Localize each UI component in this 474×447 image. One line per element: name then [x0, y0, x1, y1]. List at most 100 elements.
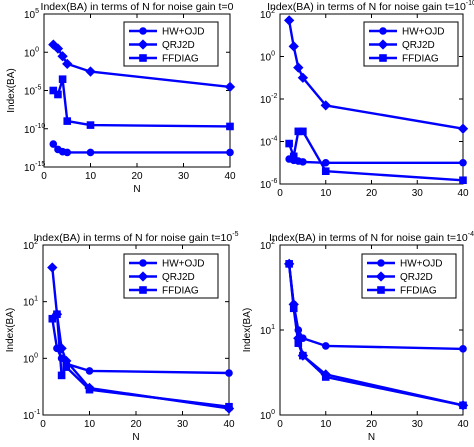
y-axis-label: Index(BA) — [242, 308, 253, 352]
legend-marker — [139, 259, 147, 267]
legend-marker — [137, 39, 149, 50]
legend-marker — [377, 39, 389, 50]
legend-label: QRJ2D — [400, 272, 433, 283]
series-ffdiag — [285, 127, 467, 185]
data-point — [53, 310, 61, 319]
data-point — [54, 90, 62, 99]
data-point — [321, 373, 330, 381]
x-tick-label: 40 — [224, 171, 236, 182]
data-point — [459, 345, 467, 353]
data-point — [321, 158, 330, 167]
data-point — [321, 167, 330, 176]
legend-marker — [139, 286, 147, 294]
y-tick-label: 100 — [23, 352, 38, 365]
y-tick-label: 10-6 — [260, 178, 277, 191]
legend: HW+OJD QRJ2D FFDIAG — [361, 253, 457, 299]
series-hw-ojd — [285, 155, 467, 167]
y-tick-label: 10-1 — [23, 409, 40, 422]
legend-marker — [139, 54, 147, 62]
legend-marker — [379, 27, 387, 35]
x-axis-label: N — [368, 432, 375, 443]
x-tick-label: 20 — [366, 188, 378, 199]
x-tick-label: 30 — [412, 419, 424, 430]
y-axis-label: Index(BA) — [5, 308, 16, 352]
y-tick-label: 100 — [260, 51, 275, 64]
data-point — [320, 100, 331, 111]
data-point — [52, 43, 64, 54]
legend-marker — [379, 54, 387, 62]
series-line — [51, 313, 230, 408]
x-tick-label: 0 — [277, 419, 283, 430]
data-point — [225, 369, 233, 377]
data-point — [226, 148, 234, 157]
data-point — [283, 15, 295, 26]
legend-label: FFDIAG — [162, 286, 199, 297]
legend-label: QRJ2D — [162, 40, 195, 51]
y-tick-label: 105 — [24, 8, 39, 21]
data-point — [297, 72, 309, 83]
y-tick-label: 102 — [260, 239, 275, 252]
chart-title: Index(BA) in terms of N for noise gain t… — [267, 0, 474, 13]
x-tick-label: 0 — [41, 171, 47, 182]
x-tick-label: 30 — [412, 188, 424, 199]
data-point — [49, 140, 58, 148]
data-point — [459, 158, 467, 167]
data-point — [224, 81, 236, 93]
data-point — [49, 86, 58, 95]
y-tick-label: 10-10 — [24, 123, 45, 136]
x-tick-label: 40 — [223, 419, 235, 430]
legend-marker — [139, 27, 147, 35]
series-line — [287, 130, 464, 182]
series-ffdiag — [49, 75, 234, 131]
x-tick-label: 30 — [177, 419, 189, 430]
x-axis-label: N — [133, 184, 140, 195]
y-tick-label: 101 — [260, 324, 275, 337]
legend-marker — [377, 286, 385, 294]
x-tick-label: 10 — [85, 171, 97, 182]
x-tick-label: 0 — [277, 188, 283, 199]
x-tick-label: 20 — [130, 419, 142, 430]
legend-label: HW+OJD — [162, 27, 205, 38]
y-tick-label: 10-2 — [260, 93, 277, 106]
data-point — [299, 127, 307, 136]
data-point — [85, 66, 96, 77]
series-line — [52, 143, 230, 154]
legend-label: HW+OJD — [162, 259, 205, 270]
panel-3: 0 10 20 30 40 102 101 100 10-1 Index(BA) in terms… — [5, 231, 239, 443]
data-point — [48, 314, 57, 323]
series-hw-ojd — [48, 314, 233, 377]
legend-label: FFDIAG — [162, 54, 199, 65]
data-point — [289, 152, 298, 161]
y-tick-label: 100 — [24, 46, 39, 59]
series-line — [288, 157, 463, 165]
legend-label: FFDIAG — [400, 286, 437, 297]
data-point — [225, 402, 233, 411]
y-tick-label: 10-15 — [24, 161, 45, 174]
chart-title: Index(BA) in terms of N for noise gain t… — [269, 231, 474, 244]
x-tick-label: 10 — [320, 419, 332, 430]
legend-marker — [375, 271, 387, 282]
data-point — [86, 148, 95, 157]
legend-label: QRJ2D — [162, 272, 195, 283]
series-ffdiag — [48, 310, 233, 411]
data-point — [321, 342, 330, 350]
data-point — [63, 117, 72, 125]
series-hw-ojd — [49, 140, 234, 157]
data-point — [62, 58, 73, 70]
series-line — [52, 77, 231, 128]
data-point — [288, 41, 299, 52]
series-line — [287, 263, 464, 407]
data-point — [285, 260, 293, 268]
x-tick-label: 10 — [320, 188, 332, 199]
y-tick-label: 100 — [260, 409, 275, 422]
legend-marker — [377, 259, 385, 267]
legend-label: FFDIAG — [402, 54, 439, 65]
data-point — [226, 122, 234, 131]
legend: HW+OJD QRJ2D FFDIAG — [123, 253, 219, 299]
series-qrj2d — [283, 15, 469, 134]
legend: HW+OJD QRJ2D FFDIAG — [123, 21, 219, 67]
data-point — [459, 401, 467, 410]
x-axis-label: N — [132, 432, 139, 443]
data-point — [459, 176, 467, 185]
